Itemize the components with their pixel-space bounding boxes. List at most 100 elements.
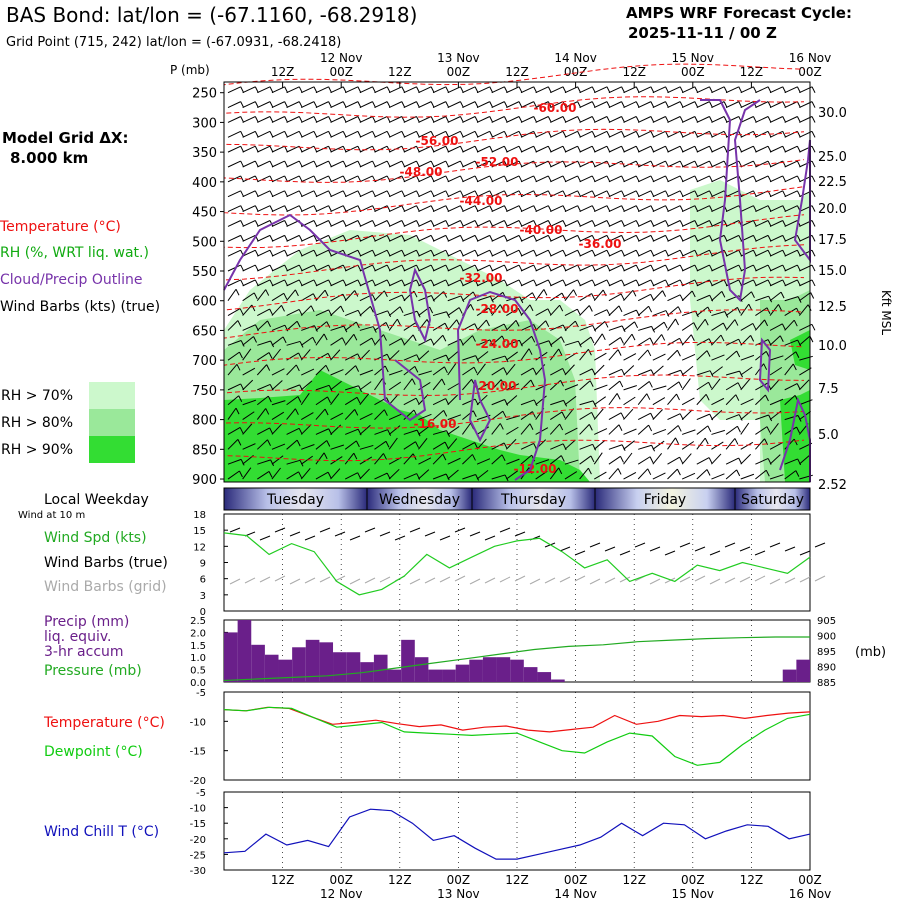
wind-barb-flag xyxy=(533,235,538,242)
wind-barb-staff xyxy=(681,234,696,242)
wind-barb-staff xyxy=(725,350,737,361)
wind-barb-staff xyxy=(462,279,476,287)
wind-barb-flag xyxy=(796,145,801,153)
wind-barb-staff xyxy=(506,249,520,257)
date-label: 15 Nov xyxy=(672,887,715,900)
wind-barb-staff xyxy=(271,324,286,331)
wind-barb-flag xyxy=(752,235,757,242)
wind-barb-flag xyxy=(530,379,535,387)
time-tick-label: 00Z xyxy=(564,873,588,887)
wind-barb-flag xyxy=(459,86,464,94)
wind-barb-flag xyxy=(517,308,522,315)
wind-barb-flag xyxy=(533,264,538,272)
wind-barb-staff xyxy=(344,234,359,242)
wind-barb-staff xyxy=(257,308,270,317)
wind-barb-flag xyxy=(313,205,318,212)
wind-barb-flag xyxy=(796,175,801,183)
wind-barb-flag xyxy=(709,175,713,183)
wind-barb-flag xyxy=(587,349,592,356)
wind-barb-flag xyxy=(647,349,652,357)
wind-barb-staff xyxy=(271,264,285,272)
wind-barb-staff xyxy=(637,234,652,242)
temperature-panel: -5-10-15-20 xyxy=(190,688,811,787)
wind-barb-flag xyxy=(488,307,493,315)
wind-barb-flag xyxy=(577,160,582,168)
wind-barb-flag xyxy=(430,116,435,123)
wind-barb-staff xyxy=(725,425,738,435)
wind-barb-flag xyxy=(372,220,376,227)
wind-barb-flag xyxy=(591,293,596,300)
wind-barb-staff xyxy=(242,249,256,257)
wind-barb-staff xyxy=(374,205,388,213)
wind-barb-flag xyxy=(590,336,595,344)
wind-barb-flag xyxy=(635,131,640,138)
wind-barb-staff xyxy=(769,366,783,376)
y-tick-label: 0.0 xyxy=(190,678,206,689)
wind-barb-flag xyxy=(489,101,494,108)
wind-barb-flag xyxy=(709,205,713,212)
wind-barb-staff xyxy=(330,116,344,123)
wind-barb-flag xyxy=(313,235,318,242)
wind-barb-flag xyxy=(591,235,596,242)
wind-barb-flag xyxy=(269,205,274,212)
wind-barb-flag xyxy=(679,116,684,123)
wind-barb-staff xyxy=(418,413,432,421)
wind-barb-flag xyxy=(752,279,757,287)
wind-barb-flag xyxy=(591,412,596,419)
wind-barb-flag xyxy=(709,264,713,272)
wind-barb-staff xyxy=(315,279,329,287)
wind-barb-staff xyxy=(711,397,725,406)
time-tick-label: 12Z xyxy=(622,65,646,79)
wind-barb-staff xyxy=(593,333,603,346)
wind-barb-staff xyxy=(315,408,326,420)
wind-barb-flag xyxy=(708,382,712,389)
wind-barb-staff xyxy=(740,145,754,153)
wind-barb-flag xyxy=(372,101,376,108)
wind-barb-staff xyxy=(242,145,256,153)
wind-barb-staff xyxy=(652,321,665,331)
wind-barb-staff xyxy=(403,334,414,346)
wind-barb-flag xyxy=(532,367,537,375)
wind-barb-flag xyxy=(501,454,506,462)
wind-barb-staff xyxy=(345,309,359,317)
wind-barb-staff xyxy=(403,441,416,450)
wind-barb-staff xyxy=(315,440,328,450)
rh-legend: RH > 70%RH > 80%RH > 90% xyxy=(1,382,135,463)
wind-barb-flag xyxy=(474,101,479,108)
wind-barb-flag xyxy=(591,131,596,138)
wind-barb-flag xyxy=(267,320,271,328)
wind-barb-flag xyxy=(736,307,741,314)
wind-barb-staff xyxy=(550,411,563,421)
wind-barb-flag xyxy=(240,220,245,227)
wind-barb-staff xyxy=(623,279,637,287)
wind-barb-staff xyxy=(623,472,637,480)
wind-barb-flag xyxy=(736,469,741,477)
wind-barb-staff xyxy=(257,145,271,153)
wind-barb-staff xyxy=(652,290,663,302)
wind-barb-flag xyxy=(562,250,567,257)
wind-barb-staff xyxy=(491,423,501,435)
wind-barb-staff xyxy=(227,205,241,213)
wind-barb-flag xyxy=(240,175,245,183)
wind-barb-10m xyxy=(739,546,751,552)
wind-barb-staff xyxy=(315,364,327,376)
wind-barb-flag xyxy=(372,190,376,198)
wind-barb-flag xyxy=(782,131,787,138)
wind-barb-flag xyxy=(591,279,596,287)
wind-barb-staff xyxy=(476,264,490,272)
wind-barb-staff xyxy=(330,349,341,361)
legend-liq-equiv: liq. equiv. xyxy=(44,629,111,645)
wind-barb-grid xyxy=(304,577,316,584)
wind-barb-staff xyxy=(256,439,268,450)
wind-barb-flag xyxy=(763,363,768,370)
time-tick-label: 12Z xyxy=(388,873,412,887)
wind-barb-flag xyxy=(764,319,769,327)
wind-barb-staff xyxy=(564,264,578,272)
wind-barb-flag xyxy=(269,190,274,198)
wind-barb-flag xyxy=(489,190,494,198)
wind-barb-staff xyxy=(491,291,504,302)
wind-barb-staff xyxy=(374,175,388,183)
wind-barb-flag xyxy=(415,397,420,405)
wind-barb-flag xyxy=(401,190,406,198)
